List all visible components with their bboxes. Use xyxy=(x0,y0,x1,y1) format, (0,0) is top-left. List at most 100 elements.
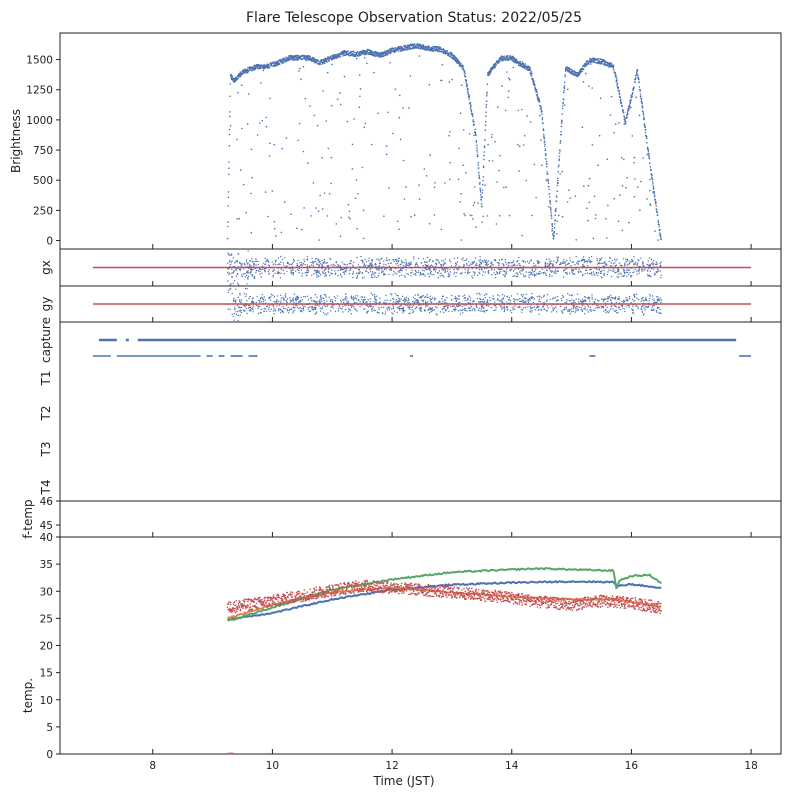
gx-point xyxy=(249,263,251,266)
gy-point xyxy=(587,306,590,308)
gx-point xyxy=(286,262,288,265)
gy-point xyxy=(591,296,593,298)
brightness-point xyxy=(660,236,662,239)
gx-point xyxy=(634,268,636,271)
gx-point xyxy=(426,265,429,267)
brightness-point xyxy=(541,110,543,113)
brightness-point xyxy=(459,112,462,114)
gx-point xyxy=(339,265,342,267)
gy-point xyxy=(303,296,305,298)
gx-point xyxy=(326,261,328,264)
gx-point xyxy=(498,263,500,265)
brightness-point xyxy=(271,64,273,67)
gx-point xyxy=(397,271,399,273)
brightness-point xyxy=(484,139,486,141)
gx-point xyxy=(281,259,284,261)
gx-point xyxy=(558,263,561,266)
gy-point xyxy=(532,301,535,303)
brightness-point xyxy=(262,69,265,72)
gy-point xyxy=(531,309,533,312)
gx-point xyxy=(356,272,358,274)
gy-point xyxy=(449,305,452,307)
brightness-point xyxy=(588,177,591,180)
brightness-point xyxy=(344,50,347,52)
gx-point xyxy=(592,271,595,273)
gy-point xyxy=(602,298,604,300)
gx-point xyxy=(315,269,317,272)
gx-point xyxy=(548,258,550,260)
gy-point xyxy=(538,300,540,302)
gx-point xyxy=(516,264,518,267)
gy-point xyxy=(641,305,644,307)
gx-point xyxy=(310,261,312,264)
gy-point xyxy=(259,301,261,303)
gx-point xyxy=(517,268,520,270)
gx-point xyxy=(426,261,428,263)
gx-point xyxy=(286,265,288,267)
brightness-point xyxy=(328,59,331,62)
brightness-point xyxy=(633,196,636,198)
brightness-point xyxy=(469,214,471,216)
gy-point xyxy=(244,310,246,312)
gy-point xyxy=(464,309,466,311)
gy-point xyxy=(246,288,248,290)
brightness-point xyxy=(227,173,230,176)
brightness-point xyxy=(521,234,523,237)
gy-point xyxy=(227,308,229,310)
gx-point xyxy=(502,274,504,276)
gx-point xyxy=(352,272,354,275)
gx-point xyxy=(556,256,558,258)
gx-point xyxy=(487,263,489,266)
brightness-point xyxy=(403,198,406,200)
gy-point xyxy=(478,292,480,294)
brightness-point xyxy=(530,75,533,77)
brightness-point xyxy=(276,64,278,67)
gy-point xyxy=(443,307,446,309)
gy-point xyxy=(659,312,661,315)
brightness-point xyxy=(557,170,560,173)
brightness-point xyxy=(340,216,343,219)
gx-point xyxy=(456,269,458,271)
brightness-point xyxy=(539,114,541,117)
brightness-point xyxy=(296,57,299,60)
gx-point xyxy=(467,271,469,273)
panel-frame-brightness xyxy=(59,32,782,250)
gy-point xyxy=(393,310,395,312)
gy-point xyxy=(575,308,577,310)
gy-point xyxy=(342,305,344,308)
brightness-point xyxy=(561,215,564,218)
brightness-point xyxy=(507,55,509,57)
gy-point xyxy=(325,313,328,316)
gx-point xyxy=(471,275,473,277)
gx-point xyxy=(254,260,256,263)
brightness-point xyxy=(355,53,358,55)
gy-point xyxy=(561,300,563,302)
gy-point xyxy=(417,294,419,297)
brightness-point xyxy=(561,107,564,110)
brightness-point xyxy=(255,67,257,70)
gx-point xyxy=(458,268,460,270)
gy-point xyxy=(377,312,379,314)
gx-point xyxy=(313,269,316,272)
brightness-point xyxy=(480,203,483,205)
gx-point xyxy=(472,271,474,273)
gx-point xyxy=(322,272,324,274)
brightness-point xyxy=(396,220,399,223)
gy-point xyxy=(454,297,456,300)
gy-point xyxy=(479,293,481,296)
gx-point xyxy=(598,261,600,263)
gy-point xyxy=(396,294,398,297)
gx-point xyxy=(321,268,323,270)
gx-point xyxy=(472,277,474,279)
brightness-point xyxy=(551,222,553,225)
gx-point xyxy=(499,271,502,273)
gx-point xyxy=(610,262,612,264)
gx-point xyxy=(603,269,605,272)
gx-point xyxy=(616,276,618,278)
gx-point xyxy=(478,265,480,267)
brightness-point xyxy=(631,135,634,137)
brightness-point xyxy=(488,73,491,76)
gx-point xyxy=(612,270,614,272)
brightness-point xyxy=(247,71,249,74)
gy-point xyxy=(312,307,314,309)
